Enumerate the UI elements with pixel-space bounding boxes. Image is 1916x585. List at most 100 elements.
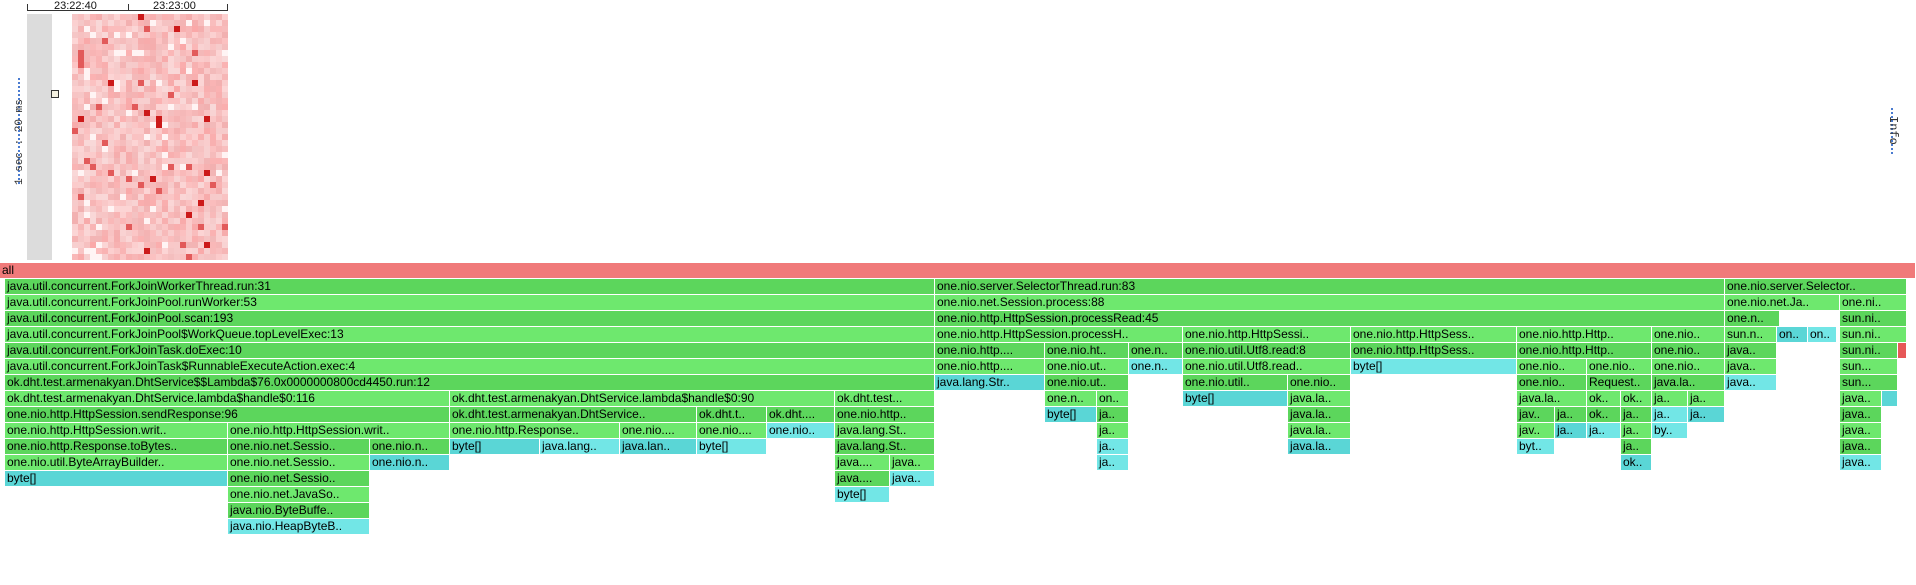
heatmap-cell[interactable] [120,230,126,236]
flame-frame[interactable]: ja.. [1688,391,1725,406]
heatmap-cell[interactable] [90,86,96,92]
heatmap-cell[interactable] [108,38,114,44]
heatmap-cell[interactable] [180,110,186,116]
heatmap-cell[interactable] [132,170,138,176]
heatmap-cell[interactable] [186,176,192,182]
heatmap-cell[interactable] [78,128,84,134]
heatmap-cell[interactable] [156,134,162,140]
heatmap-cell[interactable] [186,254,192,260]
heatmap-cell[interactable] [72,158,78,164]
heatmap-cell[interactable] [90,14,96,20]
heatmap-cell[interactable] [186,158,192,164]
heatmap-cell[interactable] [96,98,102,104]
heatmap-cell[interactable] [192,248,198,254]
heatmap-cell[interactable] [102,86,108,92]
heatmap-cell[interactable] [120,152,126,158]
heatmap-cell[interactable] [72,182,78,188]
heatmap-cell[interactable] [168,20,174,26]
heatmap-cell[interactable] [210,116,216,122]
flame-frame[interactable]: java.util.concurrent.ForkJoinWorkerThrea… [5,279,935,294]
heatmap-cell[interactable] [150,98,156,104]
heatmap-cell[interactable] [120,140,126,146]
heatmap-cell[interactable] [210,140,216,146]
heatmap-cell[interactable] [216,20,222,26]
heatmap-cell[interactable] [198,62,204,68]
heatmap-cell[interactable] [192,146,198,152]
flame-frame[interactable]: one.nio.http.HttpSess.. [1351,327,1517,342]
heatmap-cell[interactable] [84,218,90,224]
heatmap-cell[interactable] [162,26,168,32]
heatmap-cell[interactable] [168,74,174,80]
heatmap-cell[interactable] [114,164,120,170]
heatmap-cell[interactable] [180,254,186,260]
heatmap-cell[interactable] [210,104,216,110]
heatmap-cell[interactable] [108,182,114,188]
heatmap-cell[interactable] [132,86,138,92]
heatmap-cell[interactable] [150,206,156,212]
heatmap-cell[interactable] [198,74,204,80]
heatmap-cell[interactable] [138,230,144,236]
heatmap-cell[interactable] [120,14,126,20]
heatmap-cell[interactable] [156,212,162,218]
heatmap-cell[interactable] [120,164,126,170]
heatmap-cell[interactable] [192,200,198,206]
heatmap-cell[interactable] [156,152,162,158]
heatmap-cell[interactable] [90,74,96,80]
heatmap-cell[interactable] [186,230,192,236]
heatmap-cell[interactable] [186,170,192,176]
heatmap-cell[interactable] [168,170,174,176]
heatmap-cell[interactable] [204,92,210,98]
heatmap-cell[interactable] [150,116,156,122]
heatmap-cell[interactable] [108,134,114,140]
heatmap-cell[interactable] [132,236,138,242]
flame-frame[interactable]: java.util.concurrent.ForkJoinTask$Runnab… [5,359,935,374]
heatmap-cell[interactable] [108,194,114,200]
heatmap-cell[interactable] [90,158,96,164]
heatmap-cell[interactable] [138,50,144,56]
flame-frame[interactable]: ja.. [1652,391,1688,406]
heatmap-cell[interactable] [120,122,126,128]
flame-frame[interactable]: java.util.concurrent.ForkJoinPool.scan:1… [5,311,935,326]
heatmap-cell[interactable] [162,122,168,128]
heatmap-cell[interactable] [138,140,144,146]
heatmap-cell[interactable] [156,92,162,98]
heatmap-cell[interactable] [84,248,90,254]
heatmap-cell[interactable] [90,200,96,206]
heatmap-cell[interactable] [192,128,198,134]
heatmap-cell[interactable] [162,152,168,158]
heatmap-cell[interactable] [168,158,174,164]
heatmap-cell[interactable] [168,134,174,140]
heatmap-cell[interactable] [204,200,210,206]
heatmap-cell[interactable] [90,236,96,242]
heatmap-cell[interactable] [156,218,162,224]
heatmap-cell[interactable] [114,38,120,44]
heatmap-cell[interactable] [138,56,144,62]
heatmap-cell[interactable] [168,242,174,248]
heatmap-cell[interactable] [108,254,114,260]
heatmap-cell[interactable] [114,110,120,116]
heatmap-cell[interactable] [174,212,180,218]
heatmap-cell[interactable] [156,110,162,116]
heatmap-cell[interactable] [180,86,186,92]
flame-frame[interactable]: one.nio.ut.. [1045,359,1129,374]
heatmap-cell[interactable] [144,86,150,92]
heatmap-cell[interactable] [72,206,78,212]
heatmap-cell[interactable] [150,32,156,38]
heatmap-cell[interactable] [90,254,96,260]
heatmap-cell[interactable] [150,140,156,146]
heatmap-cell[interactable] [138,26,144,32]
heatmap-cell[interactable] [138,212,144,218]
heatmap-cell[interactable] [102,200,108,206]
heatmap-cell[interactable] [72,248,78,254]
heatmap-cell[interactable] [174,146,180,152]
heatmap-cell[interactable] [138,242,144,248]
heatmap-cell[interactable] [120,110,126,116]
heatmap-cell[interactable] [114,68,120,74]
heatmap-cell[interactable] [186,236,192,242]
heatmap-cell[interactable] [78,20,84,26]
heatmap-cell[interactable] [216,176,222,182]
heatmap-cell[interactable] [72,230,78,236]
heatmap-cell[interactable] [84,242,90,248]
heatmap-cell[interactable] [192,176,198,182]
heatmap-cell[interactable] [186,116,192,122]
